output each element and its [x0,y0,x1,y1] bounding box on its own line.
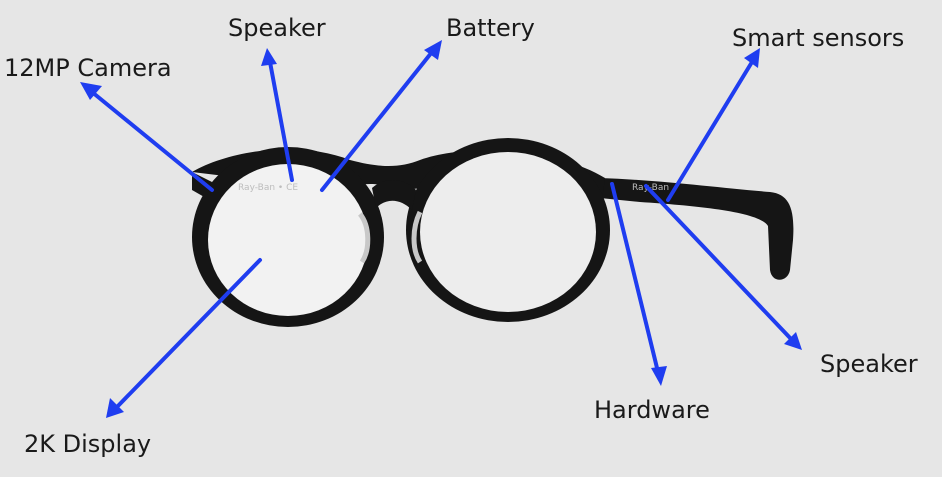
label-battery: Battery [446,14,535,42]
speaker-right-arrow-head [784,332,802,350]
frame-print-left: Ray-Ban • CE [238,183,298,193]
label-speaker-left: Speaker [228,14,326,42]
nose-pad [411,210,423,264]
speaker-left-arrow-line [268,60,294,182]
speaker-right-arrow-line [644,184,794,342]
label-smart-sensors: Smart sensors [732,24,904,52]
left-lens [208,164,368,316]
display-arrow-head [106,398,124,418]
right-lens [420,152,596,312]
glasses-illustration: Ray-Ban • CE Ray-Ban [192,138,794,327]
label-hardware: Hardware [594,396,710,424]
callout-arrows [80,40,802,418]
speaker-left-arrow-head [261,48,277,66]
smart-sensors-arrow-line [666,60,754,202]
camera-arrow-line [90,90,214,192]
label-display: 2K Display [24,430,151,458]
nose-pad [357,212,371,264]
label-speaker-right: Speaker [820,350,918,378]
callout-labels: 12MP Camera Speaker Battery Smart sensor… [4,14,918,458]
nose-bridge [372,179,416,210]
temple-arm [600,178,794,280]
label-camera: 12MP Camera [4,54,172,82]
battery-arrow-head [424,40,442,60]
smart-sensors-arrow-head [744,48,760,68]
battery-arrow-line [320,50,434,192]
camera-arrow-head [80,82,102,100]
hardware-arrow-head [651,366,667,386]
display-arrow-line [114,258,262,410]
hardware-arrow-line [610,182,660,374]
